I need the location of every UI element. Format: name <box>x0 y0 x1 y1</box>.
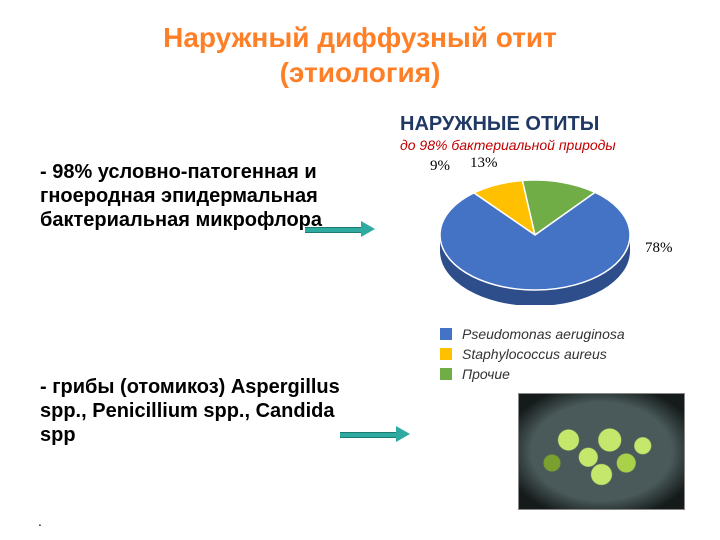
legend-item: Staphylococcus aureus <box>440 346 700 362</box>
pct-label-13: 13% <box>470 155 498 172</box>
legend-item: Pseudomonas aeruginosa <box>440 326 700 342</box>
bullet-dot: . <box>38 513 42 529</box>
legend-item: Прочие <box>440 366 700 382</box>
fungal-microscopy-image <box>518 393 685 510</box>
pct-label-78: 78% <box>645 240 673 257</box>
arrow-shaft <box>340 432 398 438</box>
legend-swatch <box>440 328 452 340</box>
legend-label: Staphylococcus aureus <box>462 346 607 362</box>
bullet-fungi: - грибы (отомикоз) Aspergillus spp., Pen… <box>40 375 350 447</box>
arrow-to-image <box>340 430 410 438</box>
arrow-head <box>396 426 410 442</box>
legend-label: Pseudomonas aeruginosa <box>462 326 625 342</box>
title-line-2: (этиология) <box>280 57 441 88</box>
pie-chart: 9% 13% 78% <box>400 155 680 315</box>
arrow-to-chart <box>305 225 375 233</box>
arrow-head <box>361 221 375 237</box>
pct-label-9: 9% <box>430 158 450 175</box>
legend-label: Прочие <box>462 366 510 382</box>
bullet-bacteria: - 98% условно-патогенная и гноеродная эп… <box>40 160 350 232</box>
legend-swatch <box>440 368 452 380</box>
chart-title: НАРУЖНЫЕ ОТИТЫ <box>400 113 700 136</box>
title-line-1: Наружный диффузный отит <box>163 22 557 53</box>
chart-subtitle: до 98% бактериальной природы <box>400 137 700 153</box>
pie-svg <box>435 165 635 305</box>
chart-legend: Pseudomonas aeruginosa Staphylococcus au… <box>440 322 700 386</box>
arrow-shaft <box>305 227 363 233</box>
legend-swatch <box>440 348 452 360</box>
slide-title: Наружный диффузный отит (этиология) <box>0 20 720 90</box>
slide: Наружный диффузный отит (этиология) - 98… <box>0 0 720 540</box>
